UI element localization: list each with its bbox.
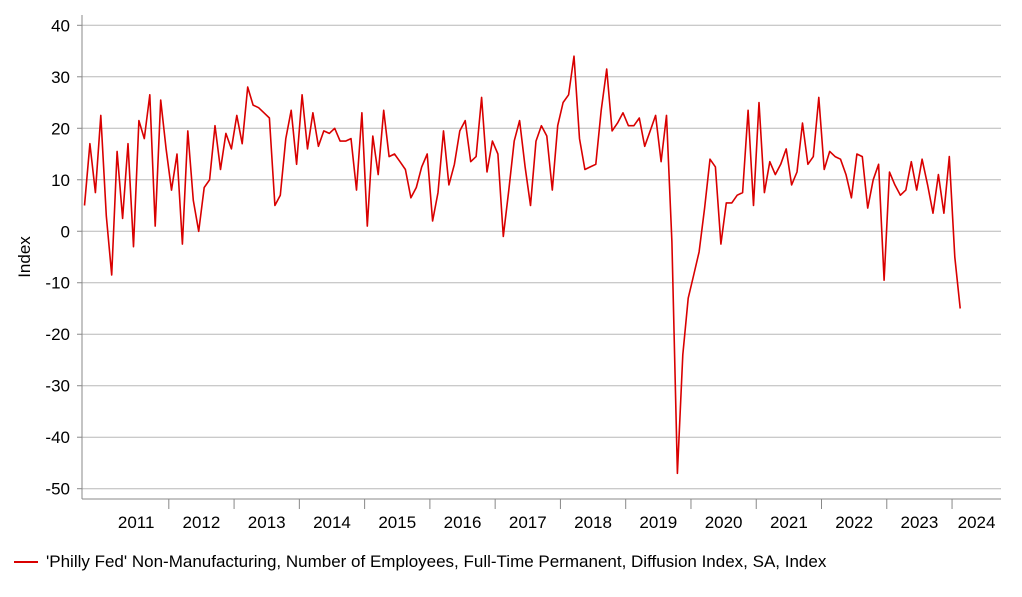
x-axis: 2011 2012 2013 2014 2015 2016 2017 2018 2019 2020… [82,498,1001,532]
legend: 'Philly Fed' Non-Manufacturing, Number o… [14,552,826,572]
y-tick-label: 40 [51,16,70,35]
y-tick-label: -20 [45,325,70,344]
x-tick-label: 2021 [770,513,808,532]
y-tick-label: -40 [45,428,70,447]
x-tick-label: 2024 [958,513,996,532]
y-tick-label: 30 [51,68,70,87]
x-tick-label: 2020 [705,513,743,532]
x-tick-label: 2015 [378,513,416,532]
x-tick-label: 2023 [900,513,938,532]
x-tick-label: 2018 [574,513,612,532]
x-tick-label: 2014 [313,513,351,532]
x-tick-label: 2013 [248,513,286,532]
x-tick-label: 2012 [183,513,221,532]
x-tick-label: 2011 [118,513,155,532]
legend-label: 'Philly Fed' Non-Manufacturing, Number o… [46,552,827,571]
x-tick-label: 2016 [444,513,482,532]
y-tick-label: -50 [45,480,70,499]
x-tick-label: 2019 [639,513,677,532]
grid-lines [82,24,1001,490]
y-tick-label: 10 [51,171,70,190]
y-tick-label: 0 [61,222,70,241]
x-tick-label: 2017 [509,513,547,532]
y-tick-label: 20 [51,119,70,138]
series-line [83,55,961,475]
x-tick-label: 2022 [835,513,873,532]
legend-swatch [14,561,38,563]
y-tick-label: -30 [45,377,70,396]
y-tick-label: -10 [45,274,70,293]
y-axis-tick-labels: 40 30 20 10 0 -10 -20 -30 -40 -50 [45,16,82,499]
y-axis-title: Index [15,236,34,278]
